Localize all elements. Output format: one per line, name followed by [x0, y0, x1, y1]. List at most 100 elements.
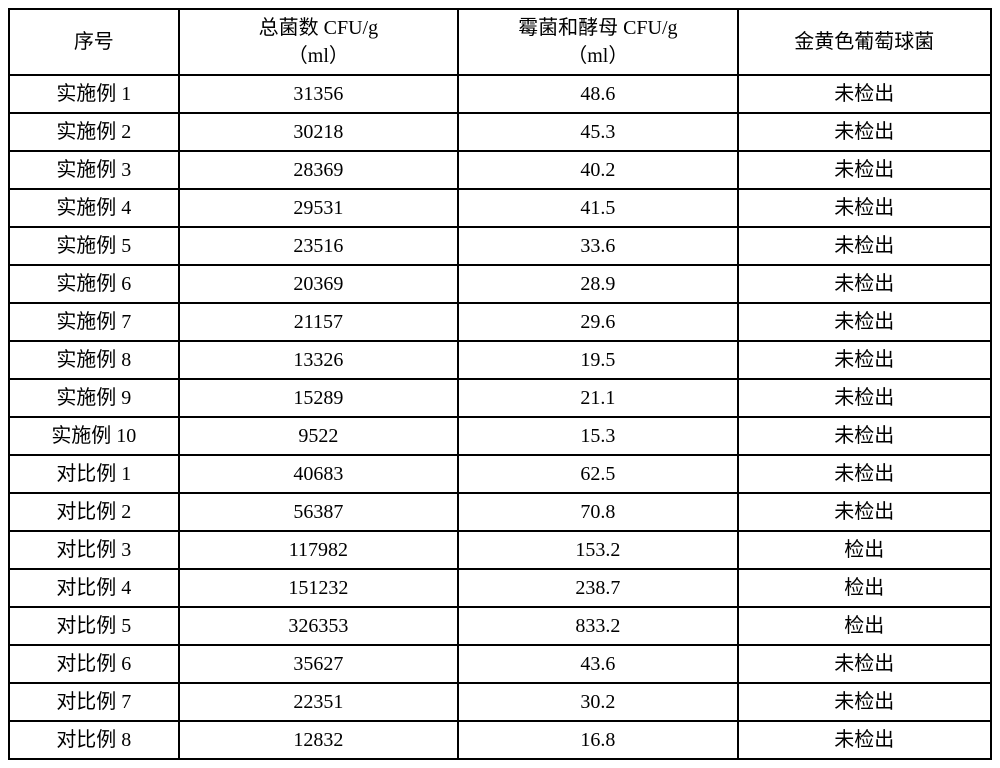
cell-mold: 153.2: [458, 531, 737, 569]
table-row: 实施例 42953141.5未检出: [9, 189, 991, 227]
cell-staph: 未检出: [738, 151, 991, 189]
header-row: 序号 总菌数 CFU/g （ml） 霉菌和酵母 CFU/g （ml） 金黄色葡萄…: [9, 9, 991, 75]
cell-staph: 检出: [738, 531, 991, 569]
header-cell-staph: 金黄色葡萄球菌: [738, 9, 991, 75]
table-row: 实施例 62036928.9未检出: [9, 265, 991, 303]
header-cell-id: 序号: [9, 9, 179, 75]
cell-mold: 28.9: [458, 265, 737, 303]
cell-total: 13326: [179, 341, 458, 379]
cell-id: 对比例 8: [9, 721, 179, 759]
table-row: 对比例 4151232238.7检出: [9, 569, 991, 607]
table-row: 对比例 81283216.8未检出: [9, 721, 991, 759]
header-total-line1: 总菌数 CFU/g: [259, 17, 378, 39]
table-row: 实施例 81332619.5未检出: [9, 341, 991, 379]
cell-total: 22351: [179, 683, 458, 721]
cell-id: 实施例 4: [9, 189, 179, 227]
cell-total: 56387: [179, 493, 458, 531]
cell-mold: 41.5: [458, 189, 737, 227]
table-row: 对比例 72235130.2未检出: [9, 683, 991, 721]
cell-id: 对比例 4: [9, 569, 179, 607]
cell-mold: 33.6: [458, 227, 737, 265]
cell-total: 21157: [179, 303, 458, 341]
header-mold-line1: 霉菌和酵母 CFU/g: [518, 17, 677, 39]
cell-mold: 62.5: [458, 455, 737, 493]
header-cell-total: 总菌数 CFU/g （ml）: [179, 9, 458, 75]
table-row: 对比例 3117982153.2检出: [9, 531, 991, 569]
cell-staph: 未检出: [738, 341, 991, 379]
cell-id: 实施例 9: [9, 379, 179, 417]
cell-id: 实施例 3: [9, 151, 179, 189]
cell-total: 117982: [179, 531, 458, 569]
cell-mold: 16.8: [458, 721, 737, 759]
header-mold-line2: （ml）: [567, 45, 628, 67]
table-row: 实施例 91528921.1未检出: [9, 379, 991, 417]
cell-id: 对比例 5: [9, 607, 179, 645]
cell-mold: 833.2: [458, 607, 737, 645]
cell-staph: 未检出: [738, 227, 991, 265]
cell-id: 实施例 1: [9, 75, 179, 113]
cell-staph: 未检出: [738, 455, 991, 493]
cell-id: 对比例 6: [9, 645, 179, 683]
cell-total: 151232: [179, 569, 458, 607]
cell-staph: 未检出: [738, 645, 991, 683]
cell-mold: 21.1: [458, 379, 737, 417]
table-row: 对比例 25638770.8未检出: [9, 493, 991, 531]
cell-staph: 未检出: [738, 265, 991, 303]
table-row: 实施例 32836940.2未检出: [9, 151, 991, 189]
cell-id: 实施例 8: [9, 341, 179, 379]
cell-id: 对比例 3: [9, 531, 179, 569]
table-row: 实施例 13135648.6未检出: [9, 75, 991, 113]
table-header: 序号 总菌数 CFU/g （ml） 霉菌和酵母 CFU/g （ml） 金黄色葡萄…: [9, 9, 991, 75]
table-row: 实施例 10952215.3未检出: [9, 417, 991, 455]
header-cell-mold: 霉菌和酵母 CFU/g （ml）: [458, 9, 737, 75]
cell-mold: 43.6: [458, 645, 737, 683]
cell-mold: 19.5: [458, 341, 737, 379]
table-row: 对比例 63562743.6未检出: [9, 645, 991, 683]
cell-staph: 未检出: [738, 113, 991, 151]
cell-id: 对比例 1: [9, 455, 179, 493]
cell-id: 对比例 7: [9, 683, 179, 721]
cell-staph: 未检出: [738, 721, 991, 759]
cell-total: 35627: [179, 645, 458, 683]
cell-mold: 40.2: [458, 151, 737, 189]
cell-mold: 29.6: [458, 303, 737, 341]
cell-staph: 未检出: [738, 417, 991, 455]
cell-mold: 238.7: [458, 569, 737, 607]
cell-mold: 15.3: [458, 417, 737, 455]
cell-staph: 未检出: [738, 189, 991, 227]
cell-total: 31356: [179, 75, 458, 113]
cell-total: 28369: [179, 151, 458, 189]
cell-mold: 70.8: [458, 493, 737, 531]
cell-staph: 未检出: [738, 75, 991, 113]
header-total-line2: （ml）: [288, 45, 349, 67]
cell-id: 实施例 10: [9, 417, 179, 455]
table-body: 实施例 13135648.6未检出实施例 23021845.3未检出实施例 32…: [9, 75, 991, 759]
cell-staph: 未检出: [738, 683, 991, 721]
cell-staph: 检出: [738, 569, 991, 607]
table-row: 实施例 52351633.6未检出: [9, 227, 991, 265]
cell-id: 实施例 7: [9, 303, 179, 341]
cell-staph: 检出: [738, 607, 991, 645]
cell-mold: 48.6: [458, 75, 737, 113]
cell-total: 12832: [179, 721, 458, 759]
cell-id: 实施例 6: [9, 265, 179, 303]
cell-staph: 未检出: [738, 303, 991, 341]
table-row: 实施例 23021845.3未检出: [9, 113, 991, 151]
cell-total: 326353: [179, 607, 458, 645]
cell-mold: 30.2: [458, 683, 737, 721]
table-row: 对比例 5326353833.2检出: [9, 607, 991, 645]
cell-id: 实施例 5: [9, 227, 179, 265]
cell-total: 23516: [179, 227, 458, 265]
cell-total: 30218: [179, 113, 458, 151]
cell-total: 40683: [179, 455, 458, 493]
cell-mold: 45.3: [458, 113, 737, 151]
table-row: 对比例 14068362.5未检出: [9, 455, 991, 493]
cell-total: 29531: [179, 189, 458, 227]
cell-total: 20369: [179, 265, 458, 303]
cell-id: 对比例 2: [9, 493, 179, 531]
data-table: 序号 总菌数 CFU/g （ml） 霉菌和酵母 CFU/g （ml） 金黄色葡萄…: [8, 8, 992, 760]
cell-staph: 未检出: [738, 379, 991, 417]
table-row: 实施例 72115729.6未检出: [9, 303, 991, 341]
cell-staph: 未检出: [738, 493, 991, 531]
cell-id: 实施例 2: [9, 113, 179, 151]
